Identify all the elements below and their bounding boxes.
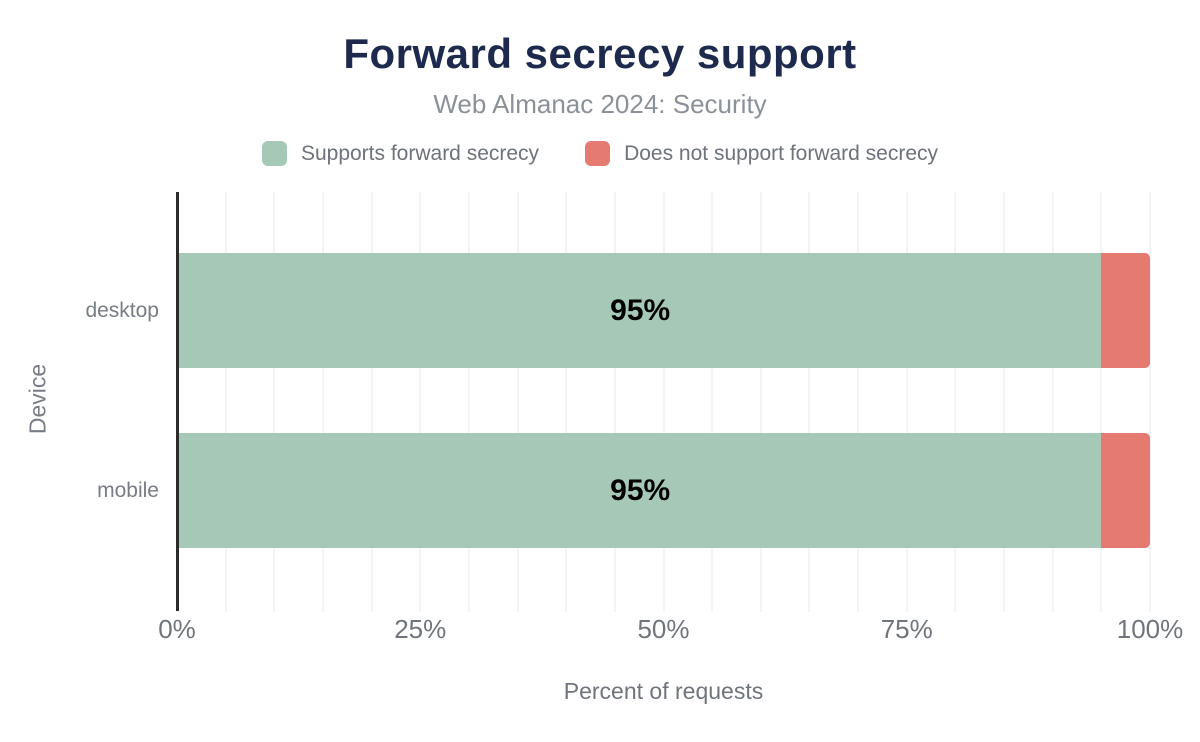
x-tick-label-75: 75% [880,614,933,644]
chart-title: Forward secrecy support [343,30,857,77]
bar-segment-does-not-support-mobile [1101,433,1150,548]
gridline [662,192,665,612]
gridline [711,192,714,612]
y-axis-line [176,192,179,611]
gridline [273,192,276,612]
legend-item-does-not-support: Does not support forward secrecy [585,141,938,166]
plot-area: 95% 95% desktop mobile [85,192,1151,612]
bar-value-label-desktop: 95% [610,293,671,327]
gridline [321,192,324,612]
bar-row-mobile: 95% [177,433,1150,548]
x-axis-title: Percent of requests [563,678,764,704]
gridline [224,192,227,612]
gridline [516,192,519,612]
legend-swatch-does-not-support [585,141,611,166]
legend-item-supports: Supports forward secrecy [261,141,540,166]
gridline [954,192,957,612]
category-label-mobile: mobile [97,478,159,502]
y-axis-title: Device [24,363,51,435]
gridline [1051,192,1054,612]
legend-swatch-supports [261,141,287,166]
x-axis-tick-labels: 0% 25% 50% 75% 100% [158,614,1183,646]
gridline [565,192,568,612]
gridline [419,192,422,612]
x-tick-label-50: 50% [637,614,690,644]
bar-row-desktop: 95% [177,253,1150,368]
legend-label-does-not-support: Does not support forward secrecy [624,141,939,165]
gridline [613,192,616,612]
gridline [759,192,762,612]
x-tick-label-0: 0% [158,614,196,644]
x-tick-label-100: 100% [1116,614,1184,644]
gridline [1003,192,1006,612]
gridline [467,192,470,612]
bar-segment-does-not-support-desktop [1101,253,1150,368]
x-tick-label-25: 25% [394,614,447,644]
gridline [1149,192,1151,612]
gridline [905,192,908,612]
gridline [1100,192,1103,612]
chart-subtitle: Web Almanac 2024: Security [433,89,767,119]
bar-value-label-mobile: 95% [610,473,671,507]
bar-segment-supports-desktop: 95% [179,253,1102,368]
gridline [808,192,811,612]
gridline [370,192,373,612]
bar-segment-supports-mobile: 95% [179,433,1102,548]
legend: Supports forward secrecy Does not suppor… [0,141,1200,166]
gridline [857,192,860,612]
legend-label-supports: Supports forward secrecy [300,141,540,165]
category-label-desktop: desktop [85,298,159,322]
